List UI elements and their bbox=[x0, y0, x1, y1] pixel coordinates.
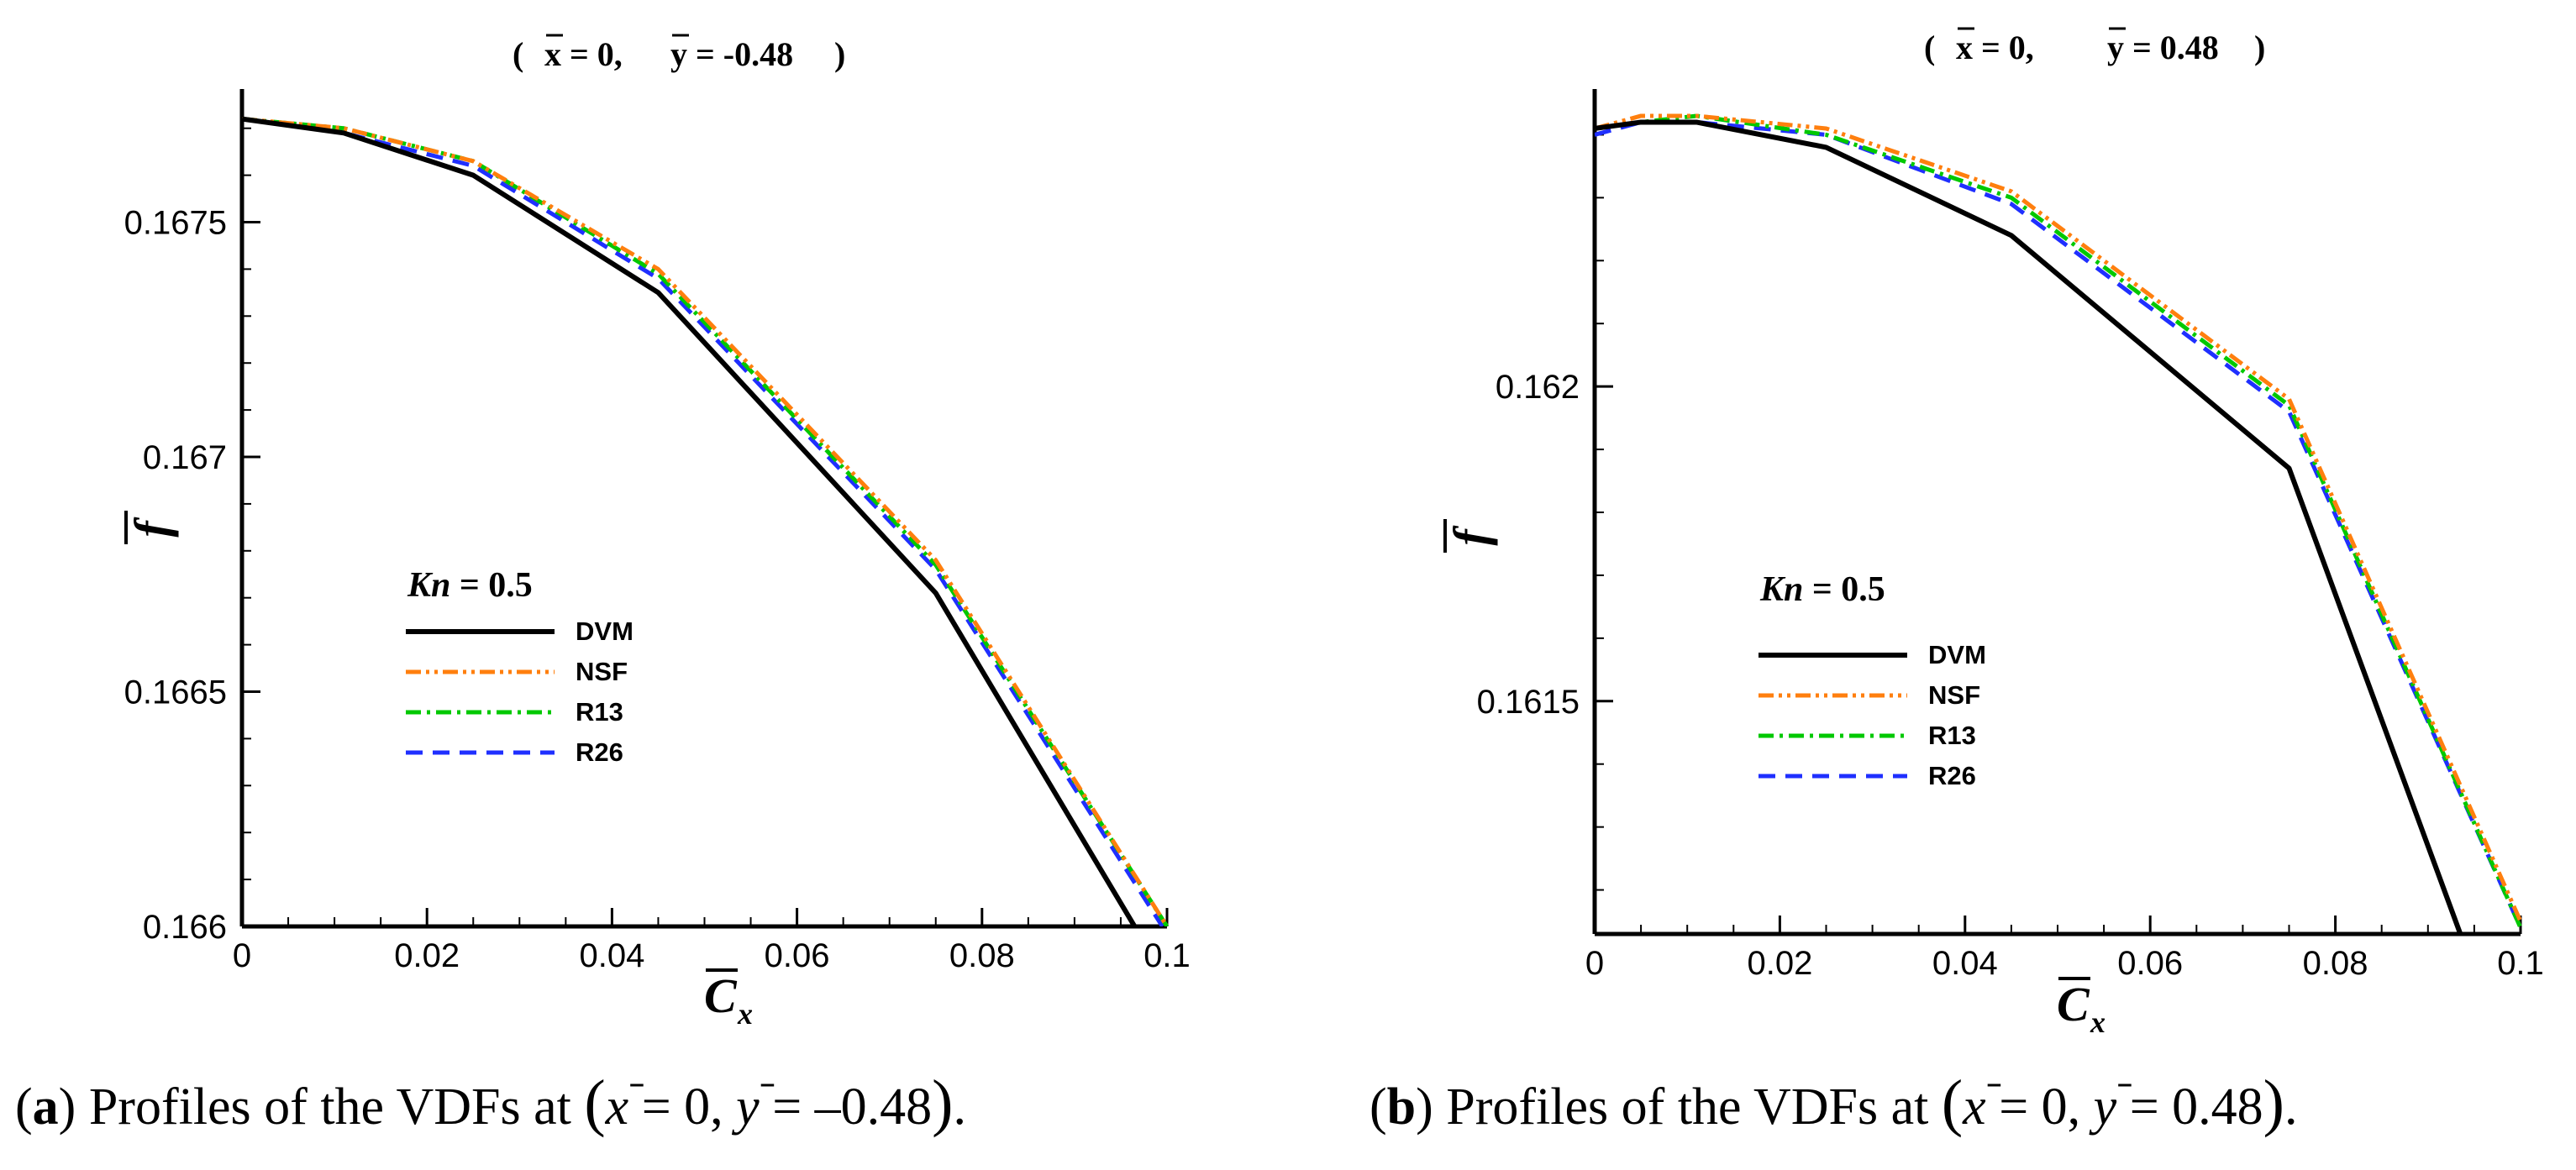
legend-label-r13: R13 bbox=[576, 697, 623, 727]
title-paren-close: ) bbox=[2254, 29, 2265, 66]
x-tick-label: 0.04 bbox=[1932, 945, 1998, 982]
caption-math-close: ) bbox=[932, 1068, 953, 1138]
caption-paren-close: ) bbox=[1416, 1078, 1433, 1136]
panel-a: 0 0.02 0.04 0.06 0.08 0.1 0.166 0.1665 0.167 0.16… bbox=[15, 34, 1191, 1138]
chart-title: ( x = 0, y = -0.48) bbox=[513, 34, 845, 73]
y-axis-label-text: f bbox=[1443, 525, 1498, 546]
title-y-value: = -0.48 bbox=[696, 35, 793, 73]
x-axis-label-text: C bbox=[704, 968, 738, 1023]
caption-period: . bbox=[953, 1078, 966, 1136]
caption-math-x: x bbox=[605, 1078, 629, 1136]
series-line-r13 bbox=[242, 117, 1170, 926]
series-line-r26 bbox=[242, 117, 1164, 926]
legend-label-nsf: NSF bbox=[576, 657, 628, 686]
x-tick-label: 0.04 bbox=[579, 937, 644, 974]
x-axis-label-subscript: x bbox=[737, 997, 753, 1031]
y-axis-label: f bbox=[124, 511, 179, 544]
title-x-value: = 0, bbox=[570, 35, 623, 73]
caption: (b) Profiles of the VDFs at (x = 0, y = … bbox=[1369, 1068, 2297, 1138]
caption-math-y: y bbox=[2089, 1078, 2117, 1136]
title-y-var: y bbox=[670, 35, 687, 73]
series-line-nsf bbox=[1595, 113, 2523, 923]
caption-paren-close: ) bbox=[59, 1078, 76, 1136]
caption-body: Profiles of the VDFs at bbox=[1433, 1078, 1942, 1136]
caption-label: b bbox=[1387, 1078, 1416, 1136]
legend-label-r26: R26 bbox=[576, 737, 623, 767]
x-tick-label: 0.1 bbox=[2497, 945, 2544, 982]
caption-math-y: y bbox=[731, 1078, 760, 1136]
x-tick-label: 0.06 bbox=[765, 937, 830, 974]
caption-period: . bbox=[2284, 1078, 2298, 1136]
title-y-value: = 0.48 bbox=[2132, 29, 2219, 66]
title-x-var: x bbox=[544, 35, 561, 73]
y-tick-label: 0.162 bbox=[1496, 369, 1580, 406]
legend-label-r13: R13 bbox=[1928, 721, 1976, 750]
legend: Kn = 0.5 DVM NSF R13 R26 bbox=[1759, 570, 1986, 790]
series-line-dvm bbox=[242, 116, 1138, 926]
caption-text: (b) Profiles of the VDFs at (x = 0, y = … bbox=[1369, 1068, 2297, 1138]
caption-math-xv: = 0, bbox=[628, 1078, 736, 1136]
series-line-dvm bbox=[1595, 119, 2463, 934]
y-tick-label: 0.1665 bbox=[124, 674, 227, 711]
caption-math-yv: = –0.48 bbox=[760, 1078, 932, 1136]
y-axis-label-text: f bbox=[124, 517, 179, 538]
series-line-nsf bbox=[242, 117, 1170, 926]
caption-math-x: x bbox=[1962, 1078, 1986, 1136]
series-line-r26 bbox=[1595, 119, 2523, 929]
series-group bbox=[242, 116, 1170, 926]
chart-title: ( x = 0, y = 0.48) bbox=[1924, 27, 2265, 66]
x-tick-label: 0.08 bbox=[949, 937, 1015, 974]
title-x-value: = 0, bbox=[1981, 29, 2034, 66]
title-paren-open: ( bbox=[513, 35, 523, 73]
x-tick-label: 0.02 bbox=[394, 937, 460, 974]
caption-paren-open: ( bbox=[1369, 1078, 1387, 1136]
title-y-var: y bbox=[2107, 29, 2124, 66]
title-paren-open: ( bbox=[1924, 29, 1935, 66]
x-axis-label-subscript: x bbox=[2090, 1005, 2105, 1039]
caption-label: a bbox=[33, 1078, 59, 1136]
caption-body: Profiles of the VDFs at bbox=[76, 1078, 584, 1136]
x-axis-label-text: C bbox=[2057, 977, 2090, 1031]
legend-title-var: Kn bbox=[1759, 570, 1803, 609]
caption-math-close: ) bbox=[2263, 1068, 2284, 1138]
y-tick-label: 0.1615 bbox=[1477, 684, 1580, 721]
caption-math-yv: = 0.48 bbox=[2116, 1078, 2263, 1136]
x-tick-label: 0.1 bbox=[1143, 937, 1191, 974]
caption: (a) Profiles of the VDFs at (x = 0, y = … bbox=[15, 1068, 966, 1138]
y-tick-label: 0.1675 bbox=[124, 205, 227, 242]
caption-math-xv: = 0, bbox=[1986, 1078, 2094, 1136]
legend: Kn = 0.5 DVM NSF R13 R26 bbox=[406, 566, 633, 767]
legend-label-dvm: DVM bbox=[1928, 640, 1986, 669]
legend-title: Kn = 0.5 bbox=[407, 566, 533, 605]
x-tick-label: 0 bbox=[233, 937, 251, 974]
series-line-r13 bbox=[1595, 113, 2523, 929]
y-tick-label: 0.166 bbox=[143, 909, 227, 946]
caption-math-open: ( bbox=[584, 1068, 605, 1138]
x-tick-label: 0 bbox=[1585, 945, 1604, 982]
legend-title-val: = 0.5 bbox=[450, 566, 532, 605]
legend-title-val: = 0.5 bbox=[1803, 570, 1885, 609]
legend-label-r26: R26 bbox=[1928, 761, 1976, 790]
series-group bbox=[1595, 113, 2523, 934]
x-tick-label: 0.06 bbox=[2117, 945, 2183, 982]
title-x-var: x bbox=[1956, 29, 1973, 66]
legend-label-nsf: NSF bbox=[1928, 680, 1980, 710]
x-tick-label: 0.02 bbox=[1747, 945, 1812, 982]
legend-label-dvm: DVM bbox=[576, 616, 633, 646]
caption-text: (a) Profiles of the VDFs at (x = 0, y = … bbox=[15, 1068, 966, 1138]
x-tick-label: 0.08 bbox=[2303, 945, 2368, 982]
title-paren-close: ) bbox=[834, 35, 845, 73]
legend-title: Kn = 0.5 bbox=[1759, 570, 1885, 609]
caption-paren-open: ( bbox=[15, 1078, 33, 1136]
y-tick-label: 0.167 bbox=[143, 439, 227, 476]
caption-math-open: ( bbox=[1942, 1068, 1963, 1138]
legend-title-var: Kn bbox=[407, 566, 450, 605]
y-axis-label: f bbox=[1443, 519, 1498, 553]
